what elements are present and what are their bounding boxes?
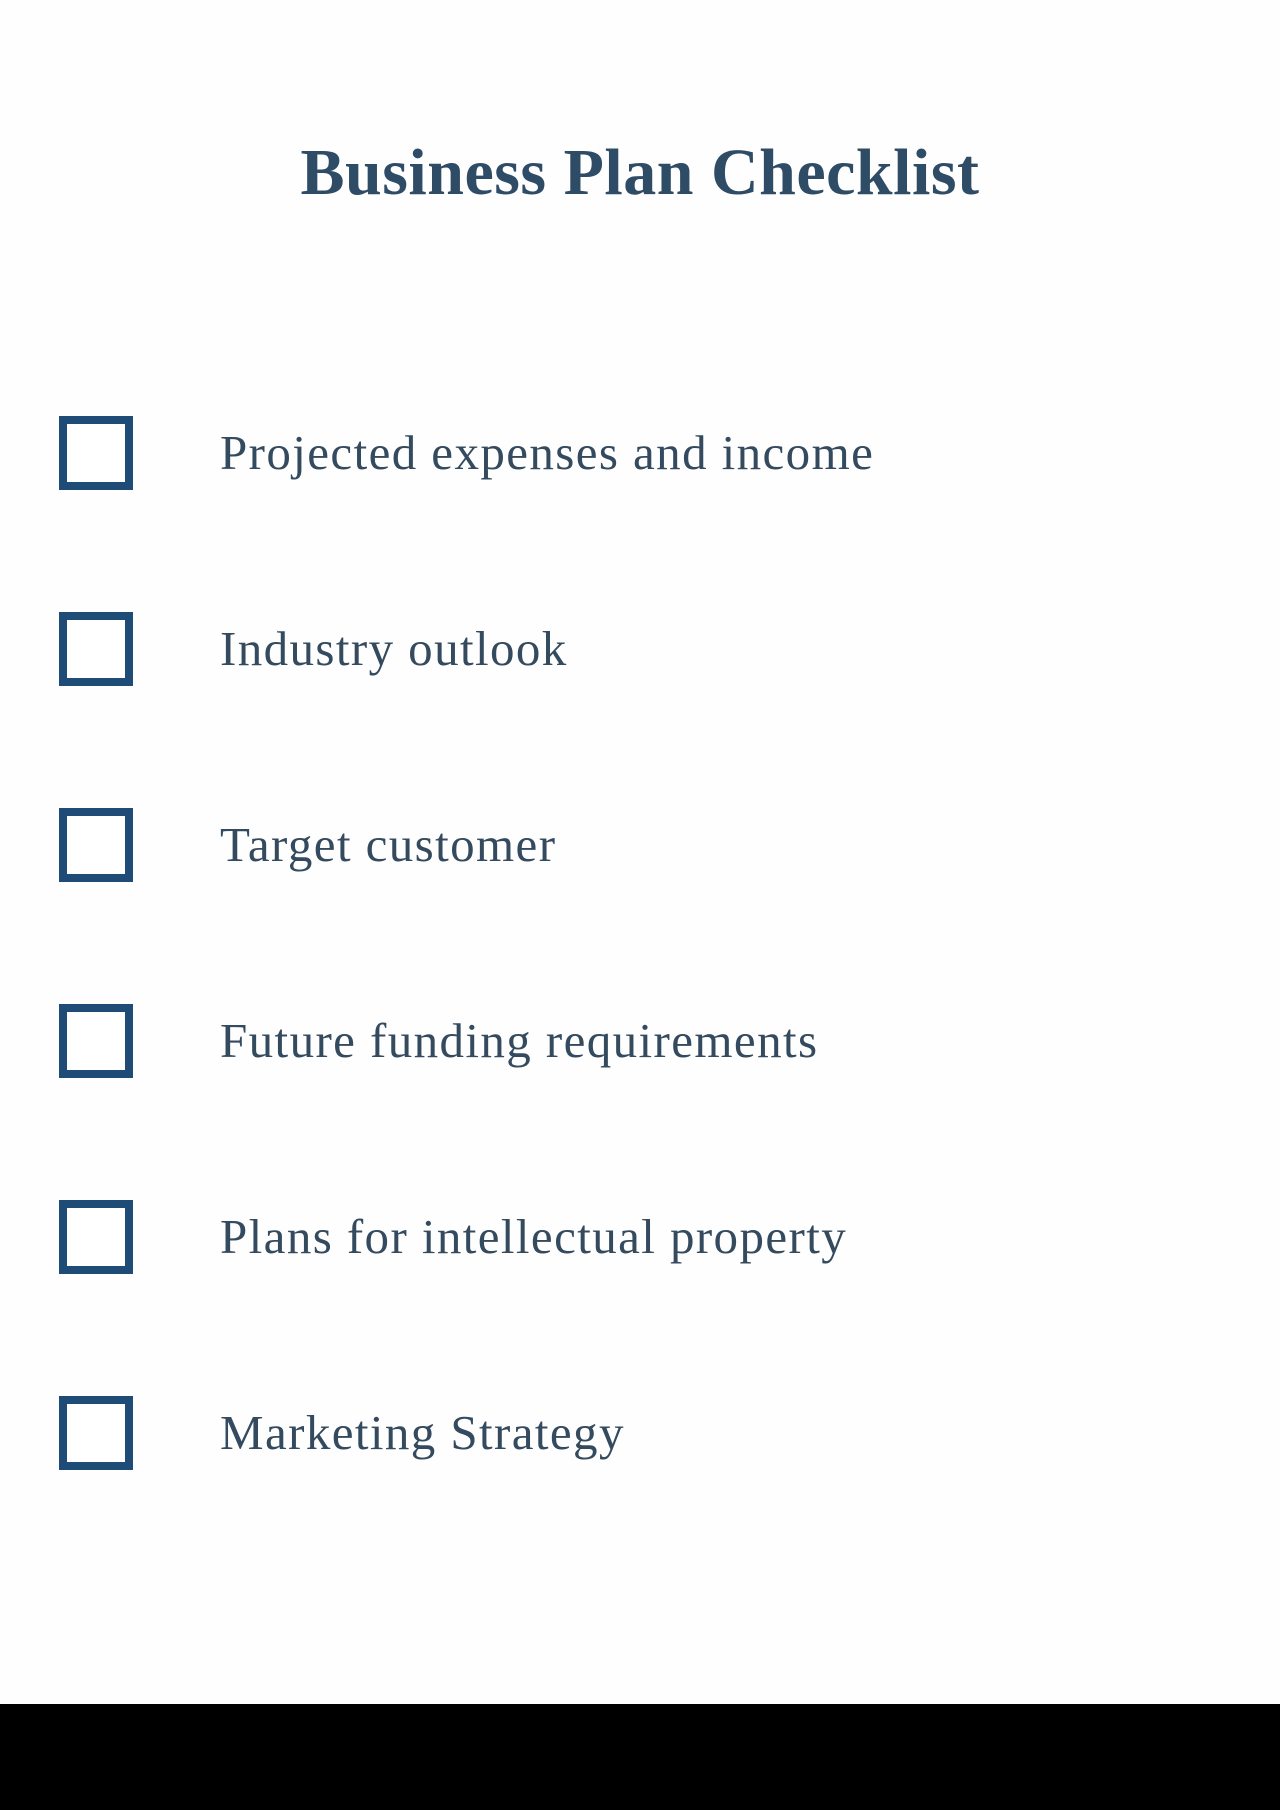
checklist-item: Marketing Strategy: [0, 1388, 1280, 1478]
checklist-item: Projected expenses and income: [0, 408, 1280, 498]
checklist-item-label: Projected expenses and income: [220, 425, 875, 480]
checklist-item-label: Future funding requirements: [220, 1013, 819, 1068]
checklist-item: Target customer: [0, 800, 1280, 890]
checklist-item: Future funding requirements: [0, 996, 1280, 1086]
checklist: Projected expenses and income Industry o…: [0, 408, 1280, 1478]
footer-bar: [0, 1704, 1280, 1810]
checkbox[interactable]: [59, 416, 133, 490]
checklist-item-label: Industry outlook: [220, 621, 568, 676]
checkbox[interactable]: [59, 612, 133, 686]
checklist-item-label: Plans for intellectual property: [220, 1209, 848, 1264]
checklist-item: Industry outlook: [0, 604, 1280, 694]
checkbox[interactable]: [59, 1396, 133, 1470]
checklist-item: Plans for intellectual property: [0, 1192, 1280, 1282]
checklist-page: Business Plan Checklist Projected expens…: [0, 136, 1280, 1478]
page-title: Business Plan Checklist: [300, 136, 980, 209]
checklist-item-label: Marketing Strategy: [220, 1405, 625, 1460]
checklist-item-label: Target customer: [220, 817, 557, 872]
checkbox[interactable]: [59, 1200, 133, 1274]
checkbox[interactable]: [59, 1004, 133, 1078]
checkbox[interactable]: [59, 808, 133, 882]
